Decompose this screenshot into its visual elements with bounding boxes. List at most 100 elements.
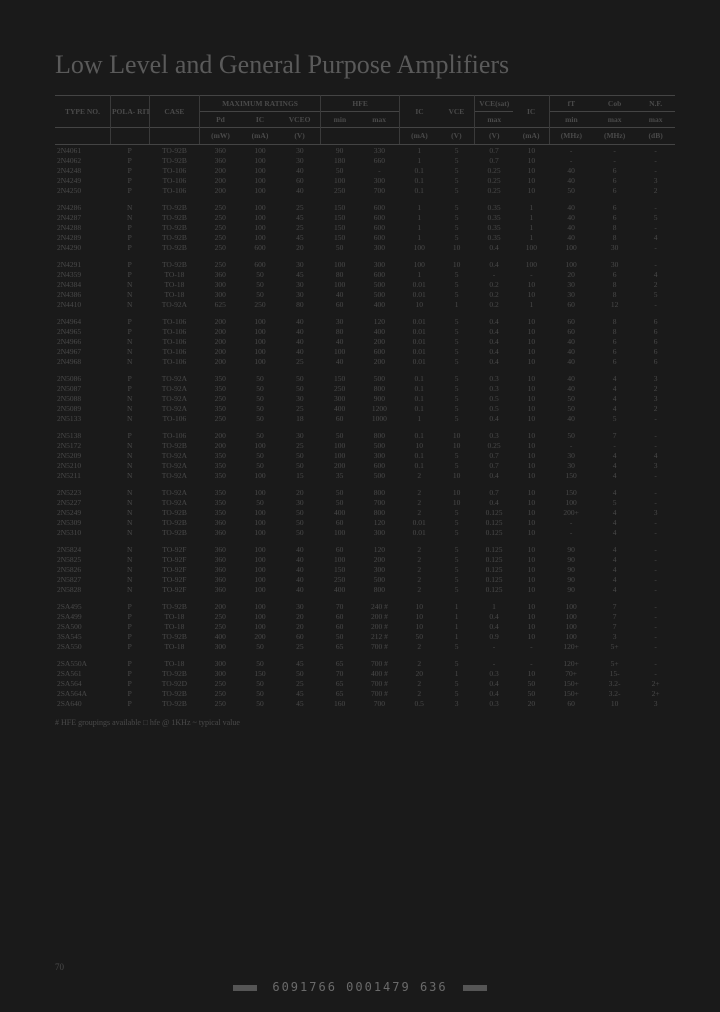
col-type: TYPE NO. <box>55 96 110 128</box>
table-cell: 20 <box>279 487 320 497</box>
table-cell: 20 <box>513 698 549 708</box>
table-cell: 0.01 <box>400 336 439 346</box>
table-cell: TO-18 <box>149 658 200 668</box>
table-cell: 200+ <box>549 507 592 517</box>
table-cell: TO-92A <box>149 460 200 470</box>
table-cell: 250 <box>200 393 241 403</box>
table-cell: 250 <box>200 678 241 688</box>
table-cell: N <box>110 413 149 423</box>
col-vce: VCE <box>439 96 475 128</box>
table-row: 2N5087PTO-92A35050502508000.150.3104042 <box>55 383 675 393</box>
table-cell: 2N4384 <box>55 279 110 289</box>
table-cell: 20 <box>279 242 320 252</box>
table-cell: 10 <box>513 611 549 621</box>
table-row: 2N4286NTO-92B25010025150600150.351406- <box>55 202 675 212</box>
table-cell: 60 <box>320 544 359 554</box>
table-cell: 6 <box>636 356 675 366</box>
table-cell: 30 <box>279 259 320 269</box>
table-cell: 300 <box>200 668 241 678</box>
table-cell: 240 # <box>359 601 400 611</box>
table-cell: 30 <box>549 450 592 460</box>
group-separator <box>55 309 675 316</box>
table-cell: - <box>636 259 675 269</box>
table-cell: 4 <box>593 564 636 574</box>
table-cell: 8 <box>593 222 636 232</box>
table-cell: 250 <box>200 242 241 252</box>
table-cell: 10 <box>513 584 549 594</box>
table-cell: 0.1 <box>400 383 439 393</box>
table-cell: N <box>110 440 149 450</box>
table-cell: 5 <box>439 574 475 584</box>
table-cell: 30 <box>549 460 592 470</box>
table-cell: 212 # <box>359 631 400 641</box>
table-cell: 40 <box>549 212 592 222</box>
table-cell: 1000 <box>359 413 400 423</box>
table-cell: 300 <box>359 259 400 269</box>
table-cell: 0.3 <box>475 383 514 393</box>
table-cell: 200 <box>200 316 241 326</box>
table-cell: TO-92A <box>149 497 200 507</box>
table-cell: 25 <box>279 440 320 450</box>
col-case: CASE <box>149 96 200 128</box>
col-nfmax: max <box>636 112 675 128</box>
table-cell: 10 <box>513 403 549 413</box>
table-cell: 1 <box>439 621 475 631</box>
table-cell: 3 <box>593 631 636 641</box>
table-cell: 2N5211 <box>55 470 110 480</box>
table-row: 2SA561PTO-92B3001505070400 #2010.31070+1… <box>55 668 675 678</box>
table-cell: 0.125 <box>475 564 514 574</box>
table-cell: 50 <box>241 393 280 403</box>
table-cell: 2SA561 <box>55 668 110 678</box>
table-cell: 5 <box>439 346 475 356</box>
table-cell: 10 <box>513 155 549 165</box>
table-cell: 5 <box>439 279 475 289</box>
table-cell: 360 <box>200 584 241 594</box>
table-cell: 8 <box>593 316 636 326</box>
table-cell: TO-92B <box>149 631 200 641</box>
table-cell: 100 <box>241 155 280 165</box>
table-cell: 2N5826 <box>55 564 110 574</box>
table-cell: 120 <box>359 316 400 326</box>
table-cell: 8 <box>593 326 636 336</box>
table-cell: 350 <box>200 460 241 470</box>
table-cell: 50 <box>241 658 280 668</box>
table-cell: 6 <box>593 212 636 222</box>
table-cell: TO-92B <box>149 155 200 165</box>
table-cell: 5 <box>636 289 675 299</box>
table-cell: 100 <box>241 202 280 212</box>
table-cell: TO-106 <box>149 430 200 440</box>
table-cell: - <box>549 517 592 527</box>
table-cell: 3.2- <box>593 688 636 698</box>
table-cell: 0.3 <box>475 668 514 678</box>
table-cell: TO-92A <box>149 450 200 460</box>
table-cell: 6 <box>593 356 636 366</box>
table-cell: 800 <box>359 584 400 594</box>
col-ic3: IC <box>513 96 549 128</box>
table-cell: 90 <box>320 145 359 156</box>
table-cell: 0.7 <box>475 460 514 470</box>
table-cell: 0.01 <box>400 356 439 366</box>
table-cell: 2N4290 <box>55 242 110 252</box>
table-cell: 300 <box>359 175 400 185</box>
table-cell: 5 <box>439 232 475 242</box>
table-cell: TO-92B <box>149 507 200 517</box>
table-cell: 6 <box>593 175 636 185</box>
table-cell: TO-92B <box>149 698 200 708</box>
table-cell: - <box>636 222 675 232</box>
table-cell: 10 <box>439 259 475 269</box>
table-cell: 5 <box>636 212 675 222</box>
table-cell: 2 <box>400 544 439 554</box>
table-cell: 200 <box>200 440 241 450</box>
table-cell: 7 <box>593 430 636 440</box>
table-cell: 0.125 <box>475 574 514 584</box>
table-cell: 600 <box>241 259 280 269</box>
unit-pd: (mW) <box>200 128 241 145</box>
table-row: 2N4288PTO-92B25010025150600150.351408- <box>55 222 675 232</box>
table-cell: P <box>110 430 149 440</box>
col-vceo: VCEO <box>279 112 320 128</box>
table-cell: - <box>636 554 675 564</box>
table-cell: 60 <box>320 621 359 631</box>
table-cell: 400 <box>359 299 400 309</box>
table-cell: 1 <box>513 202 549 212</box>
table-row: 2N4410NTO-92A62525080604001010.216012- <box>55 299 675 309</box>
